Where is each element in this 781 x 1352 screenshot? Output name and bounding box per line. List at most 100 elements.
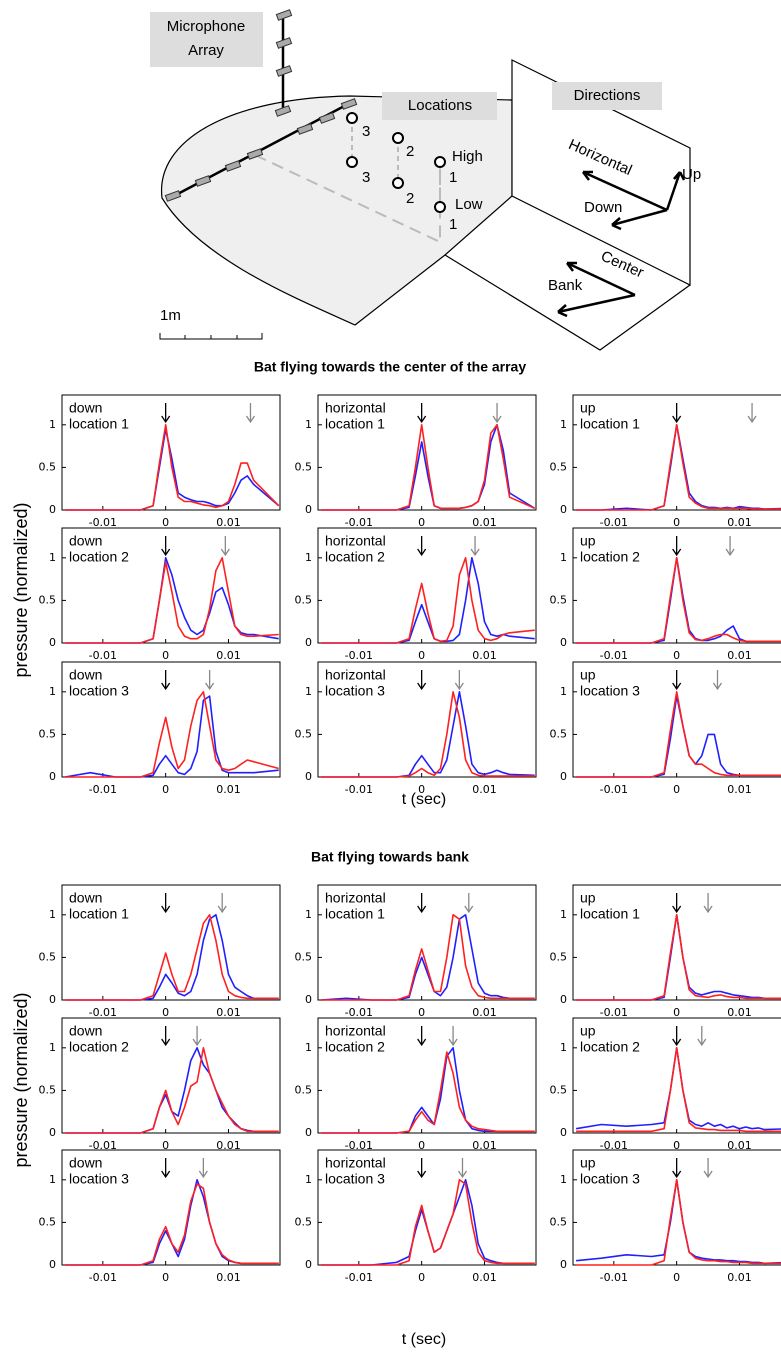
series-line xyxy=(64,695,279,778)
panel-label: location 1 xyxy=(69,906,129,922)
y-tick-label: 0.5 xyxy=(295,1083,313,1096)
x-tick-label: 0.01 xyxy=(727,516,752,529)
plot-frame xyxy=(572,661,781,778)
x-tick-label: 0.01 xyxy=(472,649,497,662)
y-tick-label: 0.5 xyxy=(295,460,313,473)
x-tick-label: 0.01 xyxy=(727,1271,752,1284)
y-tick-label: 0 xyxy=(560,1258,567,1271)
plot-frame xyxy=(572,884,781,1001)
panel-label: location 1 xyxy=(580,906,640,922)
panel-label: location 1 xyxy=(325,416,385,432)
label: Array xyxy=(188,42,224,59)
x-tick-label: -0.01 xyxy=(89,516,117,529)
y-tick-label: 0 xyxy=(49,1258,56,1271)
y-tick-label: 1 xyxy=(560,418,567,431)
event-arrow xyxy=(454,670,464,691)
section-title: Bat flying towards bank xyxy=(311,849,469,865)
y-axis-label: pressure (normalized) xyxy=(11,992,31,1167)
y-tick-label: 1 xyxy=(49,908,56,921)
scale-bar xyxy=(159,333,263,340)
series-line xyxy=(65,1179,279,1266)
label: Directions xyxy=(574,87,641,104)
y-tick-label: 0 xyxy=(560,503,567,516)
panel-label: location 3 xyxy=(69,683,129,699)
direction-arrows xyxy=(557,170,686,318)
plot-frame xyxy=(317,394,537,511)
panel-label: location 2 xyxy=(69,549,129,565)
event-arrow xyxy=(747,403,757,424)
plot-frame xyxy=(572,1149,781,1266)
y-tick-label: 0 xyxy=(49,993,56,1006)
event-arrow xyxy=(417,1158,427,1179)
location-number: 2 xyxy=(406,143,414,160)
y-tick-label: 0 xyxy=(560,993,567,1006)
series-line xyxy=(576,557,781,644)
series-line xyxy=(321,424,536,511)
series-line xyxy=(321,1051,535,1134)
event-arrow xyxy=(672,670,682,691)
event-arrow xyxy=(697,1026,707,1047)
x-tick-label: 0.01 xyxy=(472,1139,497,1152)
label-box xyxy=(150,12,263,67)
y-tick-label: 0 xyxy=(49,1126,56,1139)
x-axis-label: t (sec) xyxy=(402,791,446,808)
panel-label: down xyxy=(69,890,102,906)
series-line xyxy=(65,1047,279,1134)
x-tick-label: 0.01 xyxy=(216,516,241,529)
y-tick-label: 0 xyxy=(305,770,312,783)
event-arrow xyxy=(464,893,474,914)
plot-frame xyxy=(317,1149,537,1266)
event-arrow xyxy=(205,670,215,691)
plot-frame xyxy=(61,661,281,778)
event-arrow xyxy=(703,893,713,914)
panel-label: horizontal xyxy=(325,667,386,683)
diagram: Microphone Array Locations Directions 3 … xyxy=(150,9,701,351)
event-arrow xyxy=(192,1026,202,1047)
series-line xyxy=(576,914,781,1001)
panel-label: horizontal xyxy=(325,533,386,549)
series-line xyxy=(576,695,781,778)
panel-label: down xyxy=(69,667,102,683)
x-tick-label: 0.01 xyxy=(472,783,497,796)
x-tick-label: -0.01 xyxy=(600,1139,628,1152)
panel-label: up xyxy=(580,400,596,416)
x-tick-label: -0.01 xyxy=(89,649,117,662)
label: High xyxy=(452,148,483,165)
x-tick-label: -0.01 xyxy=(345,1006,373,1019)
x-tick-label: -0.01 xyxy=(345,516,373,529)
series-line xyxy=(65,1047,279,1134)
y-tick-label: 1 xyxy=(49,685,56,698)
panel-label: up xyxy=(580,667,596,683)
y-tick-label: 1 xyxy=(560,908,567,921)
x-tick-label: 0.01 xyxy=(216,783,241,796)
event-arrow xyxy=(417,536,427,557)
y-tick-label: 0 xyxy=(305,1258,312,1271)
x-tick-label: 0 xyxy=(418,1139,425,1152)
y-tick-label: 1 xyxy=(305,908,312,921)
y-tick-label: 0 xyxy=(560,636,567,649)
event-arrow xyxy=(672,1026,682,1047)
plot-frame xyxy=(317,661,537,778)
series-line xyxy=(65,1183,279,1266)
panel-label: horizontal xyxy=(325,890,386,906)
x-tick-label: -0.01 xyxy=(600,1271,628,1284)
x-tick-label: -0.01 xyxy=(89,1271,117,1284)
y-tick-label: 1 xyxy=(305,551,312,564)
series-line xyxy=(65,691,279,778)
direction-label: Up xyxy=(682,166,701,183)
event-arrow xyxy=(220,536,230,557)
event-arrow xyxy=(161,893,171,914)
direction-label: Bank xyxy=(548,277,583,294)
x-tick-label: 0.01 xyxy=(216,1271,241,1284)
y-tick-label: 0.5 xyxy=(295,727,313,740)
